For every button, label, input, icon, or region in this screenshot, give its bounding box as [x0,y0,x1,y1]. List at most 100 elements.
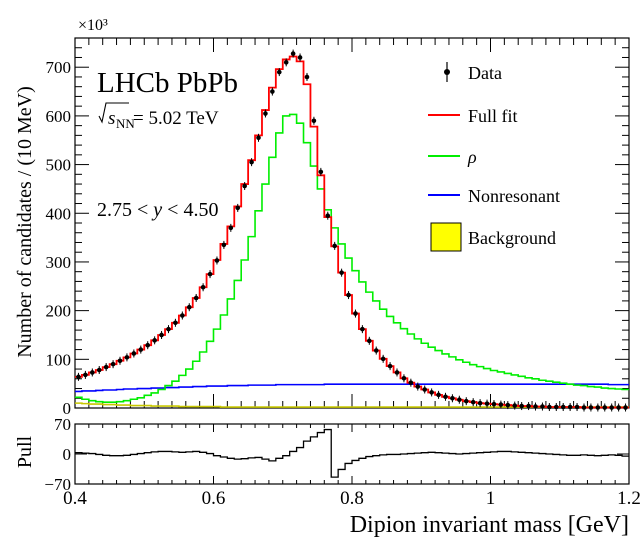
nonresonant-series-line [75,383,629,393]
data-point [595,405,601,410]
data-point [491,401,497,407]
data-point [290,51,296,56]
data-point [533,404,538,409]
sqrt-sign-icon [98,102,129,124]
legend-label: Data [468,63,502,83]
pull-layer [75,428,629,478]
data-point [512,403,518,408]
data-point [360,326,365,332]
data-point [581,405,587,410]
data-point [616,405,621,410]
data-point [353,311,358,316]
data-point [602,405,608,410]
data-point [436,392,441,398]
data-point [560,404,566,410]
experiment-label: LHCb PbPb [97,67,238,99]
data-point [429,390,434,395]
legend-background-swatch [430,222,462,252]
energy-subscript: NN [116,116,135,131]
data-point [166,326,171,332]
data-point [263,111,268,116]
data-point [96,367,102,373]
y-axis-title: Number of candidates / (10 MeV) [14,86,36,358]
data-point [159,332,164,338]
legend-label: ρ [467,147,477,167]
data-point [186,304,192,310]
data-point [207,271,213,277]
data-point [609,405,614,410]
x-tick-label: 1 [486,488,496,509]
x-tick-label: 0.6 [202,488,226,509]
data-point [131,351,137,356]
pull-axis-title: Pull [14,435,36,468]
data-point [76,374,81,380]
x-tick-label: 0.4 [63,488,87,509]
y-tick-label: 500 [46,156,72,175]
data-point [443,394,448,400]
pull-series-line [75,428,629,478]
data-point [283,60,289,65]
data-point [103,364,109,370]
data-points-layer [76,49,628,412]
data-point [110,361,116,367]
y-tick-label: 0 [63,399,72,418]
data-point [463,398,469,404]
x-tick-label: 1.2 [617,488,641,509]
y-tick-label: 400 [46,204,72,223]
legend: Data Full fit ρ Nonresonant Background [428,62,560,252]
data-point [124,355,130,360]
x-axis-title: Dipion invariant mass [GeV] [350,512,629,538]
data-point [553,404,559,410]
legend-label: Nonresonant [468,186,560,206]
data-point [526,403,531,409]
data-point [484,401,490,406]
legend-label: Full fit [468,106,518,126]
data-point [193,295,199,301]
data-point [152,338,157,343]
energy-value: = 5.02 TeV [133,108,219,129]
data-point [547,404,552,410]
data-point [567,404,573,410]
data-point [173,320,178,326]
main-y-axis: 0 100 200 300 400 500 600 700 [46,37,629,418]
data-point [304,74,310,80]
pull-y-tick-label: 70 [54,415,71,434]
data-point [318,169,324,175]
data-point [214,258,220,263]
data-point [477,400,483,406]
data-point [311,118,317,124]
rapidity-high: < 4.50 [162,199,218,221]
data-point [415,384,421,389]
data-point [450,395,455,401]
data-point [457,397,462,403]
pull-y-tick-label: 0 [63,445,72,464]
rapidity-low: 2.75 < [97,199,153,221]
data-point [117,358,123,364]
data-point [623,405,628,410]
data-point [256,135,261,141]
data-point [408,380,414,385]
data-point [83,372,88,378]
data-point [346,292,351,298]
energy-label: s NN = 5.02 TeV [98,102,219,131]
y-tick-label: 100 [46,350,72,369]
data-point [200,284,206,290]
legend-data-marker [444,69,450,75]
data-point [519,403,524,409]
energy-sqrt-var: s [108,108,115,129]
data-point [90,370,95,375]
data-point [401,376,407,381]
y-tick-label: 700 [46,58,72,77]
rho-series-line [75,113,629,403]
y-tick-label: 200 [46,302,72,321]
data-point [574,404,580,410]
x-tick-label: 0.8 [340,488,364,509]
rapidity-label: 2.75 < y < 4.50 [97,199,218,221]
data-point [276,69,282,75]
pull-x-axis: 0.4 0.6 0.8 1 1.2 [63,424,641,509]
y-tick-label: 300 [46,253,72,272]
data-point [380,356,386,362]
legend-label: Background [468,228,556,248]
data-point [387,363,393,369]
